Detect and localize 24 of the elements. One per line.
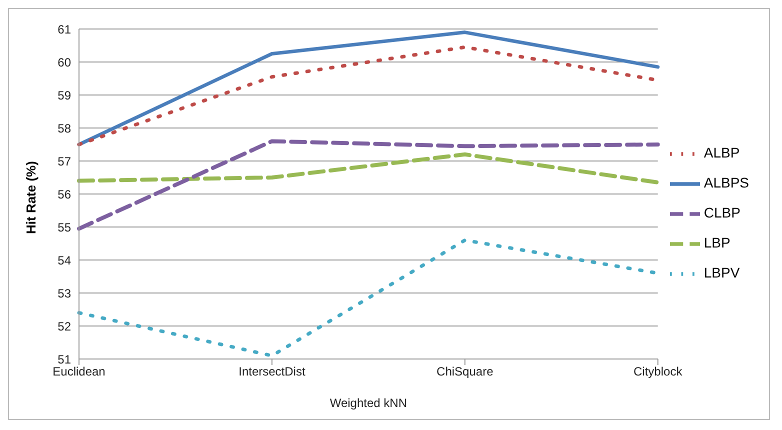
x-tick-label: Cityblock <box>634 364 684 379</box>
x-tick-label: IntersectDist <box>238 364 306 379</box>
y-tick-label: 53 <box>58 286 72 300</box>
line-series <box>77 152 660 184</box>
y-tick-label: 56 <box>58 187 72 202</box>
x-tick-label: Euclidean <box>52 364 106 379</box>
legend-label: ALBPS <box>704 174 749 191</box>
y-tick-label: 52 <box>58 319 72 334</box>
x-axis-title: Weighted kNN <box>330 396 408 410</box>
line-series <box>77 139 660 231</box>
y-tick-label: 51 <box>58 352 72 366</box>
y-tick-label: 61 <box>58 22 72 36</box>
y-axis-title: Hit Rate (%) <box>24 161 39 234</box>
y-tick-label: 58 <box>58 121 72 136</box>
x-tick-label: ChiSquare <box>436 364 494 379</box>
legend-label: LBPV <box>704 264 740 281</box>
y-tick-label: 57 <box>58 154 72 168</box>
y-tick-label: 59 <box>58 88 72 102</box>
legend-label: ALBP <box>704 144 740 161</box>
y-tick-label: 55 <box>58 220 72 234</box>
legend-label: CLBP <box>704 204 740 221</box>
y-tick-label: 54 <box>58 253 72 268</box>
y-tick-label: 60 <box>58 55 72 70</box>
legend-label: LBP <box>704 234 730 251</box>
